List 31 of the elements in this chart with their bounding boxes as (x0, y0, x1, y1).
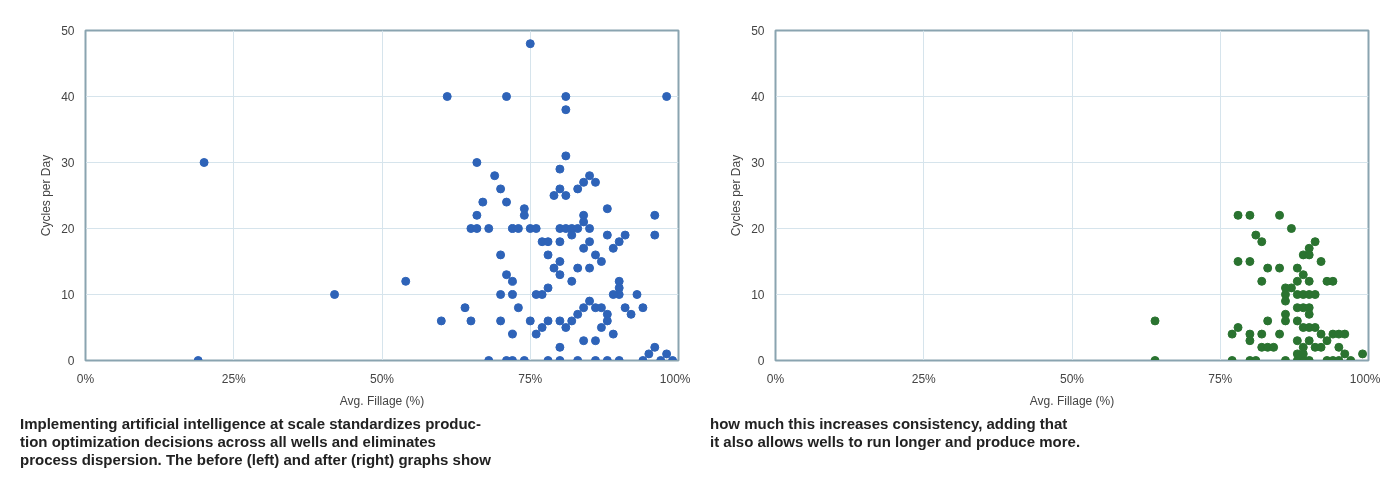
y-tick-label: 30 (751, 156, 765, 170)
text: how much this increases consistency, adding that (710, 415, 1068, 432)
x-tick-label: 0% (76, 371, 95, 386)
x-tick-label: 75% (518, 371, 543, 386)
y-tick-label: 50 (61, 24, 75, 38)
y-tick-label: 50 (751, 24, 765, 38)
y-tick-label: 40 (751, 90, 765, 104)
text: process dispersion. The before (left) and after (right) graphs show (20, 451, 491, 468)
text: tion optimization decisions across all wells and eliminates (20, 433, 436, 450)
y-axis-title: Cycles per Day (39, 154, 54, 237)
y-tick-label: 0 (67, 354, 75, 368)
x-tick-label: 50% (369, 371, 395, 386)
y-tick-label: 10 (61, 288, 75, 302)
y-tick-label: 20 (751, 222, 765, 236)
x-axis-title: Avg. Fillage (%) (1029, 393, 1115, 408)
y-tick-label: 0 (757, 354, 765, 368)
x-tick-label: 100% (1349, 371, 1381, 386)
x-tick-label: 100% (659, 371, 691, 386)
y-tick-label: 20 (61, 222, 75, 236)
y-tick-label: 30 (61, 156, 75, 170)
y-tick-label: 40 (61, 90, 75, 104)
x-tick-label: 25% (221, 371, 247, 386)
text: Implementing artificial intelligence at scale standardizes produc- (20, 415, 481, 432)
y-tick-label: 10 (751, 288, 765, 302)
x-axis-title: Avg. Fillage (%) (339, 393, 425, 408)
text: it also allows wells to run longer and produce more. (710, 433, 1081, 450)
x-tick-label: 50% (1059, 371, 1085, 386)
x-tick-label: 25% (911, 371, 937, 386)
y-axis-title: Cycles per Day (729, 154, 744, 237)
x-tick-label: 0% (766, 371, 785, 386)
x-tick-label: 75% (1208, 371, 1233, 386)
